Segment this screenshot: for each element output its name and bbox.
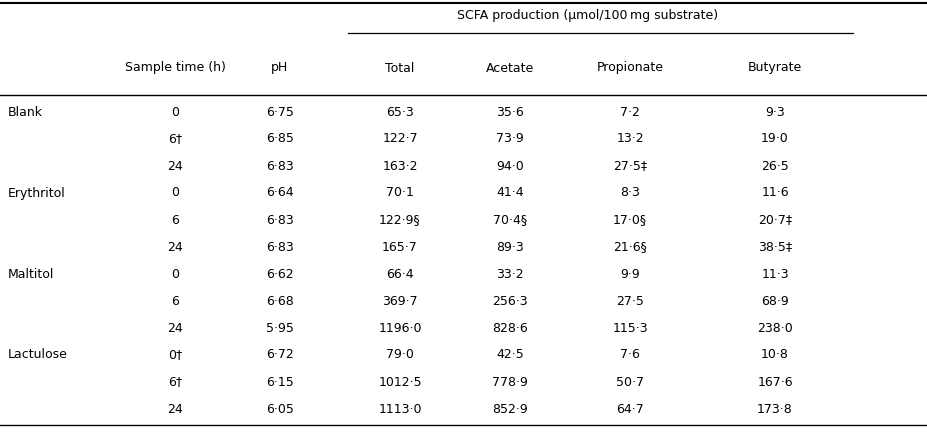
Text: 852·9: 852·9 bbox=[492, 402, 527, 416]
Text: 1012·5: 1012·5 bbox=[378, 375, 422, 388]
Text: Lactulose: Lactulose bbox=[8, 348, 68, 361]
Text: Maltitol: Maltitol bbox=[8, 268, 55, 280]
Text: 165·7: 165·7 bbox=[382, 241, 418, 253]
Text: 41·4: 41·4 bbox=[496, 187, 524, 200]
Text: 13·2: 13·2 bbox=[616, 133, 644, 146]
Text: 79·0: 79·0 bbox=[386, 348, 414, 361]
Text: 167·6: 167·6 bbox=[757, 375, 793, 388]
Text: 6·05: 6·05 bbox=[266, 402, 294, 416]
Text: 70·4§: 70·4§ bbox=[493, 214, 527, 226]
Text: 0: 0 bbox=[171, 268, 179, 280]
Text: 6·15: 6·15 bbox=[266, 375, 294, 388]
Text: 27·5: 27·5 bbox=[616, 294, 644, 307]
Text: 20·7‡: 20·7‡ bbox=[758, 214, 793, 226]
Text: 115·3: 115·3 bbox=[612, 321, 648, 334]
Text: 6: 6 bbox=[171, 294, 179, 307]
Text: 6†: 6† bbox=[168, 133, 182, 146]
Text: 6·75: 6·75 bbox=[266, 106, 294, 119]
Text: 94·0: 94·0 bbox=[496, 160, 524, 173]
Text: 73·9: 73·9 bbox=[496, 133, 524, 146]
Text: 35·6: 35·6 bbox=[496, 106, 524, 119]
Text: 11·3: 11·3 bbox=[761, 268, 789, 280]
Text: Total: Total bbox=[386, 61, 414, 75]
Text: 11·6: 11·6 bbox=[761, 187, 789, 200]
Text: 42·5: 42·5 bbox=[496, 348, 524, 361]
Text: 6: 6 bbox=[171, 214, 179, 226]
Text: 64·7: 64·7 bbox=[616, 402, 644, 416]
Text: 24: 24 bbox=[167, 241, 183, 253]
Text: 122·7: 122·7 bbox=[382, 133, 418, 146]
Text: 5·95: 5·95 bbox=[266, 321, 294, 334]
Text: 7·6: 7·6 bbox=[620, 348, 640, 361]
Text: 778·9: 778·9 bbox=[492, 375, 528, 388]
Text: 6·83: 6·83 bbox=[266, 241, 294, 253]
Text: 828·6: 828·6 bbox=[492, 321, 527, 334]
Text: 0: 0 bbox=[171, 187, 179, 200]
Text: Sample time (h): Sample time (h) bbox=[124, 61, 225, 75]
Text: 6·83: 6·83 bbox=[266, 214, 294, 226]
Text: 6·62: 6·62 bbox=[266, 268, 294, 280]
Text: 0†: 0† bbox=[168, 348, 183, 361]
Text: 7·2: 7·2 bbox=[620, 106, 640, 119]
Text: Erythritol: Erythritol bbox=[8, 187, 66, 200]
Text: 17·0§: 17·0§ bbox=[613, 214, 647, 226]
Text: 1196·0: 1196·0 bbox=[378, 321, 422, 334]
Text: pH: pH bbox=[272, 61, 288, 75]
Text: 70·1: 70·1 bbox=[386, 187, 414, 200]
Text: 6·64: 6·64 bbox=[266, 187, 294, 200]
Text: 369·7: 369·7 bbox=[382, 294, 418, 307]
Text: 33·2: 33·2 bbox=[496, 268, 524, 280]
Text: 24: 24 bbox=[167, 160, 183, 173]
Text: Propionate: Propionate bbox=[596, 61, 664, 75]
Text: Butyrate: Butyrate bbox=[748, 61, 802, 75]
Text: 0: 0 bbox=[171, 106, 179, 119]
Text: 50·7: 50·7 bbox=[616, 375, 644, 388]
Text: 27·5‡: 27·5‡ bbox=[613, 160, 647, 173]
Text: 9·9: 9·9 bbox=[620, 268, 640, 280]
Text: SCFA production (μmol/100 mg substrate): SCFA production (μmol/100 mg substrate) bbox=[457, 8, 718, 21]
Text: 6·83: 6·83 bbox=[266, 160, 294, 173]
Text: 173·8: 173·8 bbox=[757, 402, 793, 416]
Text: 8·3: 8·3 bbox=[620, 187, 640, 200]
Text: 68·9: 68·9 bbox=[761, 294, 789, 307]
Text: 122·9§: 122·9§ bbox=[379, 214, 421, 226]
Text: 163·2: 163·2 bbox=[382, 160, 418, 173]
Text: Acetate: Acetate bbox=[486, 61, 534, 75]
Text: 26·5: 26·5 bbox=[761, 160, 789, 173]
Text: 6·68: 6·68 bbox=[266, 294, 294, 307]
Text: 256·3: 256·3 bbox=[492, 294, 527, 307]
Text: 21·6§: 21·6§ bbox=[613, 241, 647, 253]
Text: 38·5‡: 38·5‡ bbox=[758, 241, 793, 253]
Text: 6·85: 6·85 bbox=[266, 133, 294, 146]
Text: 6·72: 6·72 bbox=[266, 348, 294, 361]
Text: 65·3: 65·3 bbox=[387, 106, 413, 119]
Text: 24: 24 bbox=[167, 321, 183, 334]
Text: 19·0: 19·0 bbox=[761, 133, 789, 146]
Text: 9·3: 9·3 bbox=[765, 106, 785, 119]
Text: 6†: 6† bbox=[168, 375, 182, 388]
Text: 10·8: 10·8 bbox=[761, 348, 789, 361]
Text: 1113·0: 1113·0 bbox=[378, 402, 422, 416]
Text: 89·3: 89·3 bbox=[496, 241, 524, 253]
Text: Blank: Blank bbox=[8, 106, 43, 119]
Text: 24: 24 bbox=[167, 402, 183, 416]
Text: 66·4: 66·4 bbox=[387, 268, 413, 280]
Text: 238·0: 238·0 bbox=[757, 321, 793, 334]
